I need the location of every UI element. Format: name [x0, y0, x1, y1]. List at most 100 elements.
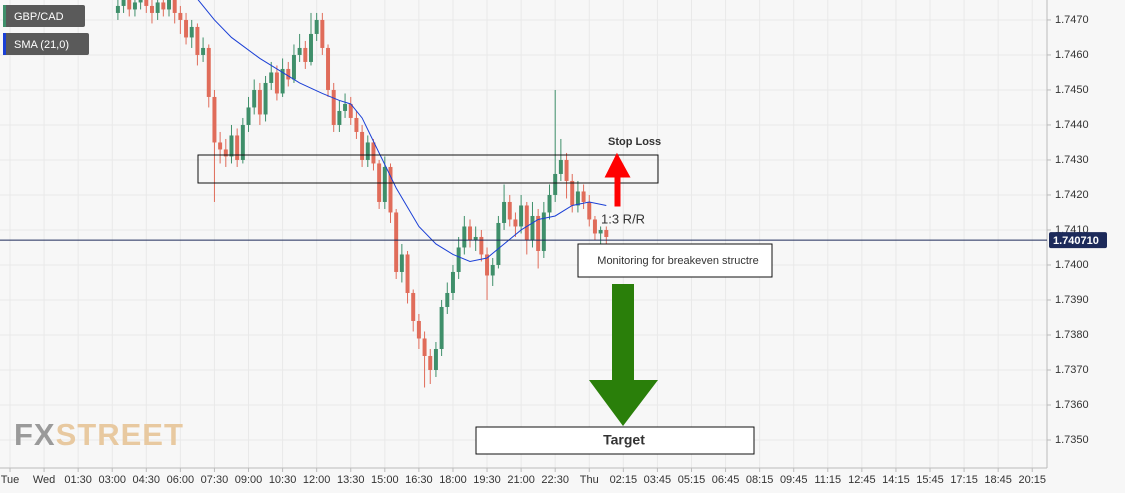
- candle-body: [592, 219, 597, 234]
- candle-body: [360, 131, 365, 160]
- candle-body: [547, 194, 552, 213]
- y-tick-label: 1.7360: [1055, 399, 1089, 411]
- y-tick-label: 1.7450: [1055, 84, 1089, 96]
- candle-body: [309, 33, 313, 62]
- legend-box: [3, 5, 85, 27]
- x-tick-label: 22:30: [541, 474, 569, 486]
- candle-body: [513, 219, 518, 227]
- candle-body: [201, 47, 206, 55]
- candle-body: [371, 142, 376, 164]
- y-tick-label: 1.7350: [1055, 434, 1089, 446]
- candle-body: [570, 180, 575, 206]
- y-tick-label: 1.7380: [1055, 329, 1089, 341]
- candle-body: [382, 166, 387, 202]
- x-tick-label: 02:15: [610, 474, 638, 486]
- legend-label[interactable]: GBP/CAD: [14, 11, 64, 23]
- candle-body: [587, 201, 592, 220]
- legend-label[interactable]: SMA (21,0): [14, 39, 69, 51]
- target-label: Target: [603, 432, 645, 448]
- candle-body: [223, 149, 228, 157]
- y-tick-label: 1.7430: [1055, 154, 1089, 166]
- candle-body: [132, 2, 137, 10]
- logo-street: STREET: [56, 417, 184, 452]
- x-tick-label: 12:45: [848, 474, 876, 486]
- candle-body: [161, 2, 166, 10]
- candle-body: [172, 0, 177, 13]
- candle-body: [206, 47, 211, 97]
- y-tick-label: 1.7440: [1055, 119, 1089, 131]
- candle-body: [167, 0, 171, 10]
- candle-body: [496, 222, 501, 265]
- logo: FXSTREET: [14, 417, 184, 452]
- x-tick-label: 11:15: [814, 474, 841, 486]
- y-tick-label: 1.7420: [1055, 189, 1089, 201]
- sma-line: [197, 0, 607, 263]
- candle-body: [558, 159, 563, 174]
- x-tick-label: 06:45: [712, 474, 740, 486]
- candle-body: [291, 54, 296, 80]
- x-tick-label: 17:15: [950, 474, 978, 486]
- candle-body: [337, 110, 342, 125]
- candle-body: [405, 254, 410, 293]
- candle-body: [411, 292, 416, 321]
- x-tick-label: 14:15: [882, 474, 910, 486]
- candle-body: [598, 229, 603, 234]
- candle-body: [422, 338, 427, 356]
- x-tick-label: 01:30: [64, 474, 92, 486]
- candle-body: [229, 135, 234, 157]
- candle-body: [433, 348, 438, 370]
- y-tick-label: 1.7390: [1055, 294, 1089, 306]
- candle-body: [365, 142, 370, 160]
- candle-body: [257, 89, 262, 115]
- candle-body: [252, 89, 257, 108]
- x-tick-label: 07:30: [201, 474, 229, 486]
- risk-reward-label: 1:3 R/R: [601, 211, 645, 226]
- x-tick-label: 09:00: [235, 474, 263, 486]
- candle-body: [127, 0, 132, 10]
- candle-body: [138, 0, 143, 3]
- stop-loss-label: Stop Loss: [608, 136, 661, 148]
- candle-body: [604, 229, 609, 237]
- x-tick-label: 15:00: [371, 474, 399, 486]
- candle-body: [541, 212, 546, 251]
- candle-body: [445, 292, 450, 307]
- stop-loss-zone: [197, 154, 659, 184]
- candle-body: [149, 5, 154, 13]
- candle-body: [269, 72, 274, 83]
- candle-body: [115, 5, 120, 13]
- x-tick-label: 10:30: [269, 474, 297, 486]
- y-tick-label: 1.7370: [1055, 364, 1089, 376]
- candle-body: [195, 26, 200, 55]
- x-tick-label: 08:15: [746, 474, 774, 486]
- candle-body: [297, 47, 302, 55]
- x-tick-label: 06:00: [167, 474, 195, 486]
- monitoring-label: Monitoring for breakeven structre: [597, 255, 758, 267]
- grid: [0, 0, 1047, 468]
- candle-body: [456, 247, 461, 272]
- x-tick-label: Tue: [1, 474, 20, 486]
- candle-body: [235, 135, 240, 160]
- y-tick-label: 1.7400: [1055, 259, 1089, 271]
- candle-body: [416, 320, 421, 339]
- x-tick-label: 15:45: [916, 474, 944, 486]
- candle-body: [479, 236, 484, 255]
- candle-body: [462, 226, 467, 248]
- candle-body: [502, 201, 507, 223]
- candle-body: [280, 68, 285, 94]
- candle-body: [581, 191, 586, 202]
- x-tick-label: 19:30: [473, 474, 501, 486]
- candle-body: [144, 0, 149, 6]
- candle-body: [263, 82, 268, 115]
- candle-body: [524, 205, 529, 241]
- candle-body: [468, 226, 472, 241]
- candle-body: [348, 103, 353, 118]
- logo-fx: FX: [14, 417, 56, 452]
- candle-body: [121, 0, 126, 6]
- candle-body: [575, 191, 580, 206]
- candle-body: [178, 12, 183, 20]
- candle-body: [286, 68, 291, 80]
- y-tick-label: 1.7460: [1055, 49, 1089, 61]
- target-box: [475, 426, 755, 455]
- candle-body: [507, 201, 512, 220]
